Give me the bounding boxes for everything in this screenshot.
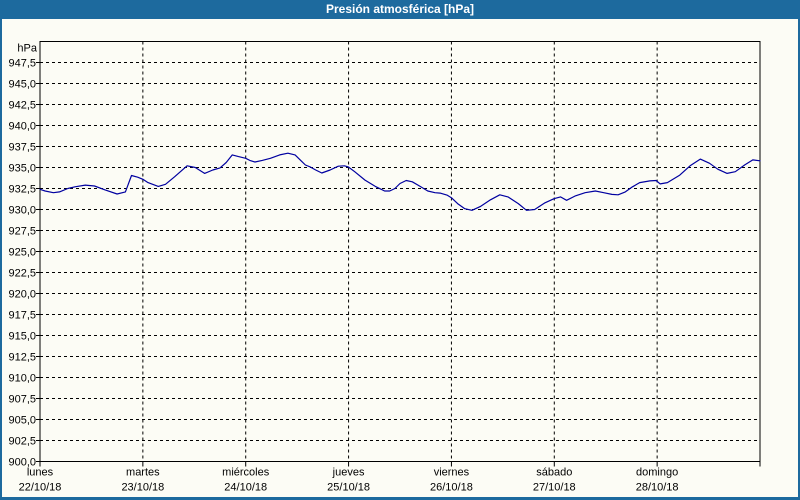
pressure-chart: hPa 947,5 945,0 942,5 940,0 937,5 935,0 932,5 93…	[8, 41, 761, 494]
x-day-label: jueves	[332, 467, 365, 479]
y-tick-label: 900,0	[8, 457, 36, 469]
x-date-label: 23/10/18	[121, 482, 164, 494]
y-tick-label: 940,0	[8, 121, 36, 133]
y-tick-label: 947,5	[8, 58, 36, 70]
x-date-label: 24/10/18	[224, 482, 267, 494]
y-axis-unit-label: hPa	[17, 43, 37, 55]
x-day-label: domingo	[636, 467, 678, 479]
y-tick-label: 907,5	[8, 394, 36, 406]
y-tick-label: 902,5	[8, 436, 36, 448]
y-tick-label: 932,5	[8, 184, 36, 196]
x-date-label: 28/10/18	[636, 482, 679, 494]
x-date-label: 27/10/18	[533, 482, 576, 494]
window-title: Presión atmosférica [hPa]	[325, 2, 475, 16]
y-tick-label: 945,0	[8, 79, 36, 91]
x-day-label: lunes	[27, 467, 54, 479]
y-tick-label: 912,5	[8, 352, 36, 364]
title-bar: Presión atmosférica [hPa]	[0, 0, 800, 19]
x-day-label: sábado	[536, 467, 572, 479]
y-tick-label: 942,5	[8, 100, 36, 112]
y-tick-label: 910,0	[8, 373, 36, 385]
y-tick-label: 922,5	[8, 268, 36, 280]
y-tick-label: 905,0	[8, 415, 36, 427]
y-tick-label: 937,5	[8, 142, 36, 154]
y-tick-label: 915,0	[8, 331, 36, 343]
x-day-label: miércoles	[222, 467, 270, 479]
y-tick-label: 935,0	[8, 163, 36, 175]
x-date-label: 26/10/18	[430, 482, 473, 494]
y-tick-label: 920,0	[8, 289, 36, 301]
y-tick-label: 917,5	[8, 310, 36, 322]
pressure-line	[39, 152, 761, 211]
x-date-label: 22/10/18	[19, 482, 62, 494]
chart-area: hPa 947,5 945,0 942,5 940,0 937,5 935,0 932,5 93…	[2, 19, 798, 497]
y-tick-label: 927,5	[8, 226, 36, 238]
x-date-label: 25/10/18	[327, 482, 370, 494]
plot-frame	[39, 41, 761, 462]
x-day-label: martes	[126, 467, 160, 479]
x-day-label: viernes	[434, 467, 470, 479]
y-tick-label: 925,0	[8, 247, 36, 259]
y-tick-label: 930,0	[8, 205, 36, 217]
